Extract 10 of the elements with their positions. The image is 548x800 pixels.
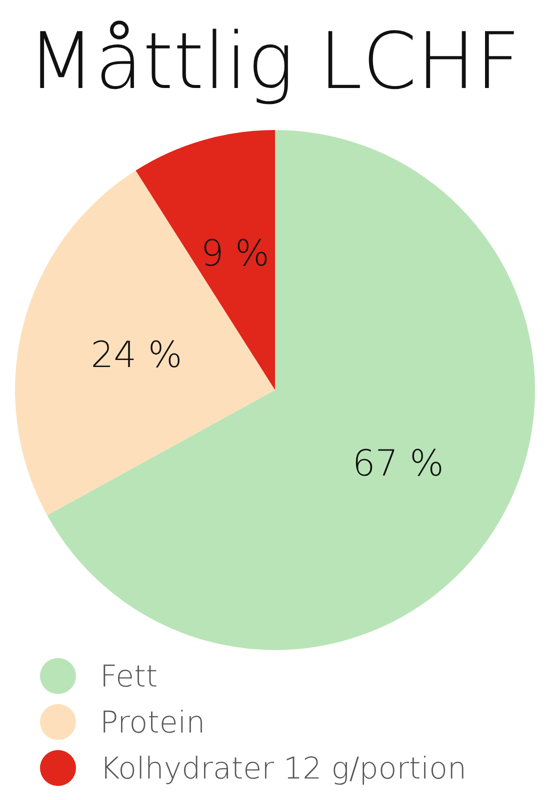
- data-label: 24 %: [90, 335, 182, 376]
- legend-label: Kolhydrater 12 g/portion: [100, 752, 467, 786]
- chart-title: Måttlig LCHF: [28, 17, 520, 107]
- pie-slice: [47, 130, 535, 650]
- data-label: 67 %: [352, 443, 444, 484]
- legend-label: Protein: [100, 706, 206, 740]
- pie-slice: [15, 170, 275, 516]
- pie-slice: [136, 130, 275, 390]
- legend-label: Fett: [100, 660, 158, 694]
- data-label: 9 %: [200, 233, 270, 274]
